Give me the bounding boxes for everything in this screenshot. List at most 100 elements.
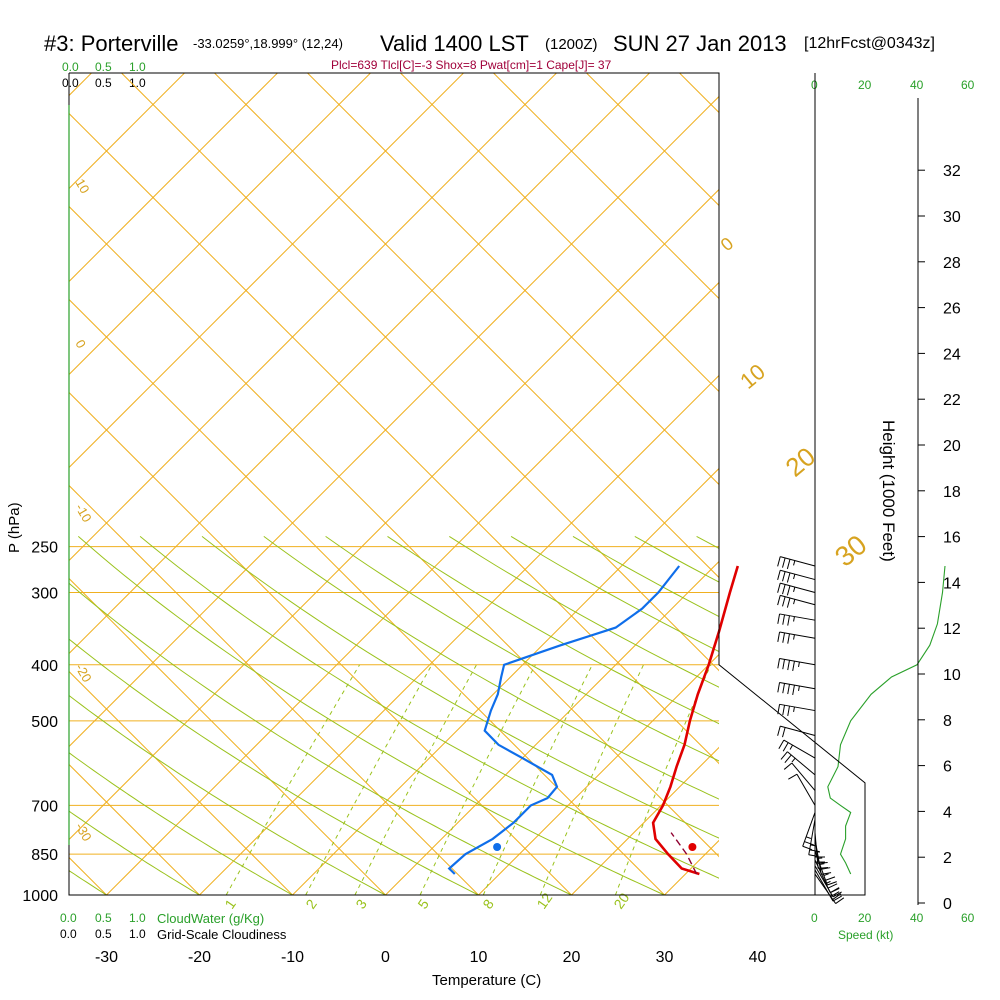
height-tick-label: 30 [943,209,961,226]
wind-barb-flag [787,615,790,626]
wind-barb [783,762,816,791]
wind-barb [788,773,816,806]
wind-barb [777,725,816,738]
station-title: #3: Porterville [44,31,179,56]
wind-barb-half-flag [793,599,796,605]
cloudiness-tick-1-top: 0.5 [95,76,112,90]
pressure-tick-label: 250 [31,540,58,557]
speed-tick-2-bottom: 40 [910,911,924,925]
cloudwater-label: CloudWater (g/Kg) [157,911,265,926]
wind-barb-flag [788,773,798,780]
theta-e-label: 10 [735,359,770,394]
wind-barb-half-flag [798,661,800,668]
wind-barb-flag [782,596,786,607]
wind-barb-flag [832,891,842,898]
wind-barb-shaft [780,556,816,567]
dry-adiabat-line [69,810,201,895]
mixing-ratio-line [482,664,593,895]
wind-barb-flag [780,751,788,760]
isotherm-line [106,281,719,895]
potential-temperature-line [69,112,719,765]
parcel-path [670,832,698,875]
station-coords: -33.0259°,18.999° (12,24) [193,36,343,51]
isotherm-line [69,73,371,376]
mixing-ratio-line [305,664,433,895]
dry-adiabat-line [882,536,1000,907]
wind-barb-shaft [780,594,816,606]
height-tick-label: 16 [943,530,961,547]
wind-barb-flag [782,705,786,716]
wind-barb-flag [787,660,790,671]
wind-barb-flag [792,684,795,696]
wind-barb-flag [777,631,781,642]
speed-tick-2-top: 40 [910,78,924,92]
wind-barb-flag [787,705,790,717]
wind-barb-shaft [779,658,816,666]
mixing-ratio-label: 2 [302,896,320,912]
wind-barb-flag [777,570,781,581]
wind-barb-shaft [780,725,816,736]
dry-adiabat-line [69,752,294,895]
cloudiness-tick-2-bottom: 1.0 [129,927,146,941]
dry-adiabat-line [820,536,1000,907]
pressure-tick-label: 300 [31,585,58,602]
wind-barb-flag [830,887,840,893]
mixing-ratio-label: 5 [414,896,432,912]
temperature-tick-label: 40 [749,949,767,966]
height-tick-label: 20 [943,438,961,455]
wind-barb [777,556,816,570]
wind-barb-flag [782,571,786,582]
wind-barb-flag [784,754,792,763]
dry-adiabat-label: 10 [72,176,92,196]
temperature-tick-label: -30 [95,949,118,966]
height-tick-label: 8 [943,713,952,730]
wind-barb-shaft [780,569,816,581]
speed-tick-1-top: 20 [858,78,872,92]
speed-tick-1-bottom: 20 [858,911,872,925]
cloudwater-tick-0-top: 0.0 [62,60,79,74]
utc-time: (1200Z) [545,36,598,53]
isotherm-line [69,73,278,283]
wind-barb-flag [782,742,789,752]
pressure-tick-label: 500 [31,714,58,731]
potential-temperature-line [69,205,719,858]
wind-barb-shaft [779,703,816,712]
wind-barb-half-flag [793,706,795,712]
mixing-ratio-label: 3 [352,896,370,912]
potential-temperature-line [307,73,719,486]
potential-temperature-line [959,73,1000,895]
temperature-tick-label: -20 [188,949,211,966]
wind-barb-flag [777,658,781,669]
mixing-ratio-line [225,664,361,895]
wind-barb-shaft [814,873,837,904]
cloudwater-tick-2-bottom: 1.0 [129,911,146,925]
wind-barb-shaft [791,762,816,791]
potential-temperature-line [69,670,293,895]
wind-barb-flag [827,881,837,886]
mixing-ratio-label: 8 [479,896,497,912]
wind-barb-shaft [808,819,816,855]
height-tick-label: 12 [943,621,961,638]
wind-barb-flag [782,683,786,694]
x-axis-title: Temperature (C) [432,972,542,989]
pressure-tick-label: 700 [31,798,58,815]
speed-tick-3-top: 60 [961,78,975,92]
cloudiness-tick-2-top: 1.0 [129,76,146,90]
isotherm-line [69,73,650,655]
wind-barb-flag [782,614,786,625]
wind-barb-half-flag [825,880,831,884]
dry-adiabat-line [325,535,719,762]
wind-barb-half-flag [793,634,795,640]
wind-barb-flag [832,895,842,902]
mixing-ratio-label: 12 [533,890,555,912]
pressure-tick-label: 400 [31,658,58,675]
wind-barb-flag [777,583,781,593]
mixing-ratio-line [539,664,644,895]
potential-temperature-line [69,298,665,895]
sounding-params: Plcl=639 Tlcl[C]=-3 Shox=8 Pwat[cm]=1 Ca… [331,58,612,72]
forecast-date: SUN 27 Jan 2013 [613,31,787,56]
height-tick-label: 28 [943,255,961,272]
wind-barb-shaft [814,838,822,875]
wind-barb-shaft [779,631,816,639]
